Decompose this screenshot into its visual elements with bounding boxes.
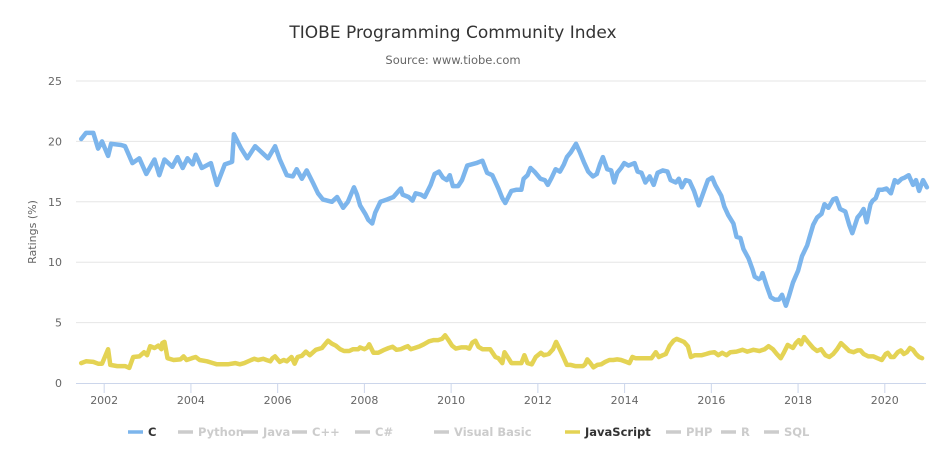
legend-item-javascript[interactable]: JavaScript <box>565 425 651 439</box>
series-line-c[interactable] <box>78 130 930 308</box>
legend-item-java[interactable]: Java <box>243 425 290 439</box>
chart-subtitle: Source: www.tiobe.com <box>385 53 520 67</box>
y-tick-label: 10 <box>48 256 62 269</box>
legend-item-sql[interactable]: SQL <box>764 425 810 439</box>
legend-item-python[interactable]: Python <box>178 425 244 439</box>
legend-item-c-[interactable]: C# <box>355 425 393 439</box>
legend-label: R <box>741 425 750 439</box>
y-tick-label: 0 <box>55 377 62 390</box>
y-tick-label: 20 <box>48 135 62 148</box>
legend-label: JavaScript <box>584 425 651 439</box>
x-tick-label: 2002 <box>90 394 118 407</box>
x-tick-label: 2016 <box>697 394 725 407</box>
x-tick-label: 2018 <box>784 394 812 407</box>
x-tick-label: 2010 <box>437 394 465 407</box>
x-tick-label: 2008 <box>350 394 378 407</box>
gridlines <box>76 80 926 324</box>
x-axis: 2002 2004 2006 2008 2010 2012 2014 2016 2018 2020 <box>76 383 926 407</box>
x-tick-label: 2012 <box>524 394 552 407</box>
legend-label: C++ <box>312 425 340 439</box>
legend-item-visual-basic[interactable]: Visual Basic <box>434 425 532 439</box>
x-tick-label: 2014 <box>611 394 639 407</box>
y-tick-label: 25 <box>48 75 62 88</box>
legend-label: C <box>148 425 156 439</box>
legend-label: Python <box>198 425 244 439</box>
legend-label: C# <box>375 425 393 439</box>
legend: C Python Java C++ C# Visual Basic JavaScript PH… <box>128 425 810 439</box>
legend-label: SQL <box>784 425 810 439</box>
legend-label: PHP <box>686 425 712 439</box>
x-tick-label: 2006 <box>264 394 292 407</box>
x-tick-label: 2004 <box>177 394 205 407</box>
series-lines <box>78 130 930 371</box>
y-tick-label: 15 <box>48 196 62 209</box>
y-axis-label: Ratings (%) <box>26 200 39 264</box>
y-axis-ticks: 0 5 10 15 20 25 <box>48 75 62 390</box>
y-tick-label: 5 <box>55 317 62 330</box>
legend-item-php[interactable]: PHP <box>666 425 712 439</box>
x-tick-label: 2020 <box>871 394 899 407</box>
series-line-javascript[interactable] <box>78 333 925 371</box>
legend-item-c[interactable]: C <box>128 425 156 439</box>
legend-label: Java <box>262 425 290 439</box>
legend-item-r[interactable]: R <box>721 425 750 439</box>
legend-label: Visual Basic <box>454 425 532 439</box>
legend-item-c-[interactable]: C++ <box>292 425 340 439</box>
chart-title: TIOBE Programming Community Index <box>288 23 616 43</box>
